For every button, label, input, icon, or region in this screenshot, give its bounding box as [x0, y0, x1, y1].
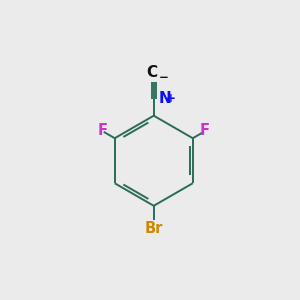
Text: C: C [147, 65, 158, 80]
Text: F: F [98, 123, 108, 138]
Text: F: F [200, 123, 210, 138]
Text: N: N [158, 91, 171, 106]
Text: +: + [166, 92, 176, 105]
Text: Br: Br [145, 221, 163, 236]
Text: −: − [159, 71, 169, 84]
